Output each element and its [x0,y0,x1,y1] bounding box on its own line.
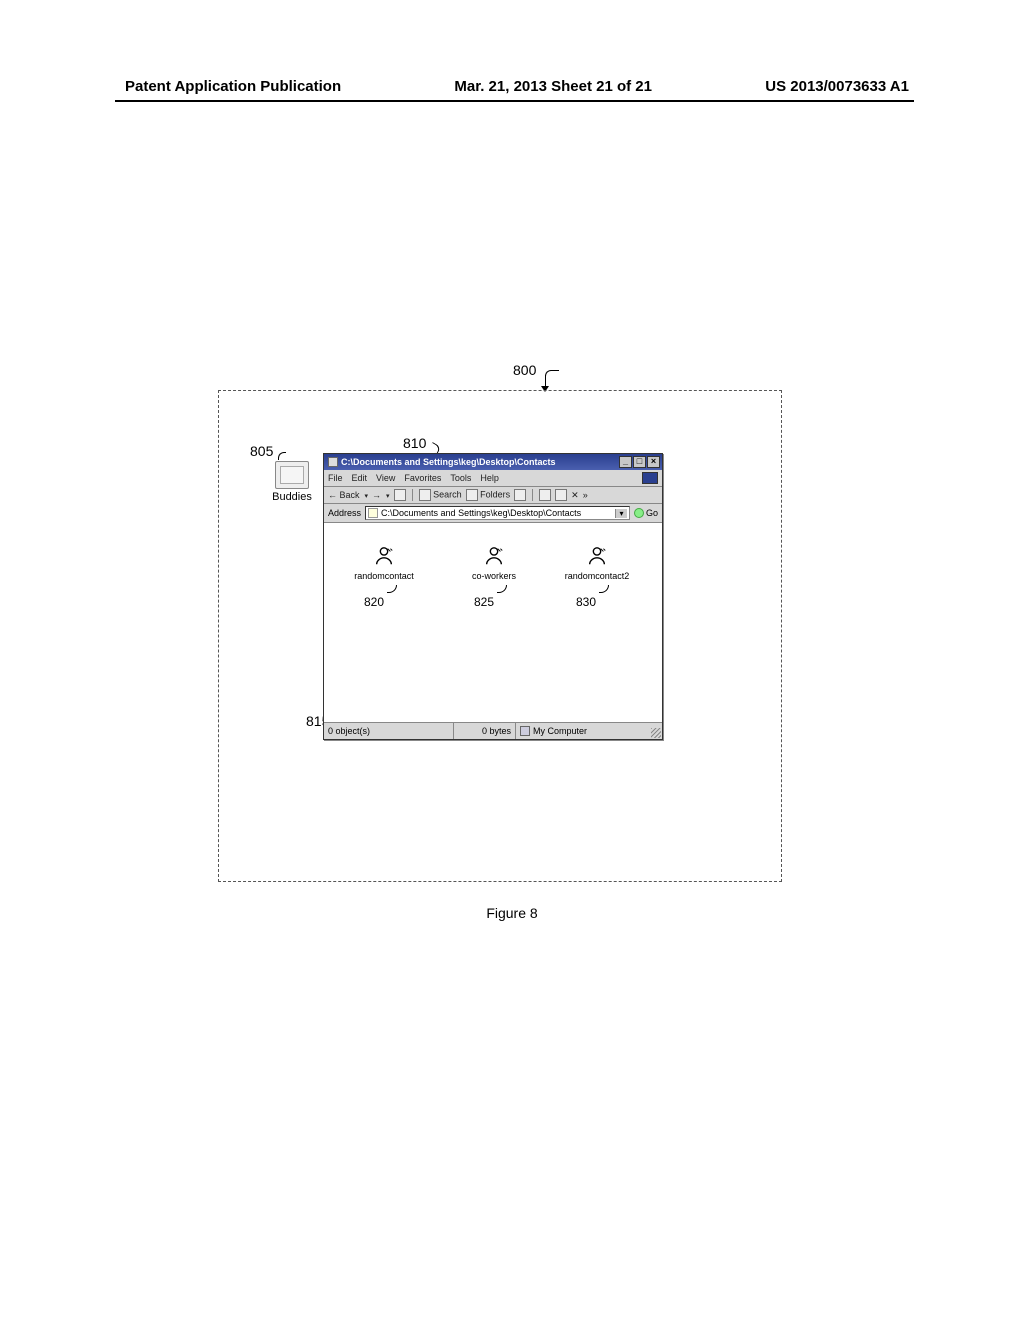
buddies-icon [275,461,309,489]
maximize-button[interactable]: □ [633,456,646,468]
contact-randomcontact2[interactable]: randomcontact2 [552,545,642,581]
content-area: randomcontact co-workers randomcontact2 … [324,523,662,723]
folder-icon [368,508,378,518]
resize-grip[interactable] [651,728,661,738]
menubar: File Edit View Favorites Tools Help [324,470,662,487]
folders-button[interactable]: Folders [466,489,511,501]
header-left: Patent Application Publication [125,78,341,95]
address-path: C:\Documents and Settings\keg\Desktop\Co… [381,508,615,518]
buddies-label: Buddies [267,491,317,503]
address-label: Address [328,508,361,518]
person-icon [586,545,608,567]
back-dropdown[interactable] [364,490,369,500]
menu-favorites[interactable]: Favorites [404,473,441,483]
callout-800: 800 [513,362,536,378]
menu-file[interactable]: File [328,473,343,483]
menu-tools[interactable]: Tools [450,473,471,483]
go-icon [634,508,644,518]
person-icon [373,545,395,567]
figure-caption: Figure 8 [0,905,1024,921]
close-button[interactable]: × [647,456,660,468]
titlebar[interactable]: C:\Documents and Settings\keg\Desktop\Co… [324,454,662,470]
throbber-icon [642,472,658,484]
page-header: Patent Application Publication Mar. 21, … [0,78,1024,95]
statusbar: 0 object(s) 0 bytes My Computer [324,723,662,739]
buddies-desktop-icon[interactable]: Buddies [267,461,317,503]
status-objects: 0 object(s) [324,723,454,739]
back-button[interactable]: ← Back [328,490,360,500]
forward-dropdown[interactable] [385,490,390,500]
go-button[interactable]: Go [634,508,658,518]
status-location: My Computer [533,726,587,736]
delete-button[interactable]: ✕ [571,490,579,501]
addressbar: Address C:\Documents and Settings\keg\De… [324,504,662,523]
contact-coworkers[interactable]: co-workers [449,545,539,581]
moveto-button[interactable] [539,489,551,501]
menu-view[interactable]: View [376,473,395,483]
callout-820: 820 [364,595,384,609]
callout-825: 825 [474,595,494,609]
callout-830: 830 [576,595,596,609]
up-button[interactable] [394,489,406,501]
minimize-button[interactable]: _ [619,456,632,468]
contact-randomcontact[interactable]: randomcontact [339,545,429,581]
toolbar: ← Back → Search Folders ✕ » [324,487,662,504]
contact-label: co-workers [449,571,539,581]
address-field[interactable]: C:\Documents and Settings\keg\Desktop\Co… [365,506,630,520]
header-right: US 2013/0073633 A1 [765,78,909,95]
search-button[interactable]: Search [419,489,462,501]
toolbar-overflow[interactable]: » [583,490,588,500]
menu-edit[interactable]: Edit [352,473,368,483]
header-divider [115,100,914,102]
status-bytes: 0 bytes [454,723,516,739]
menu-help[interactable]: Help [480,473,499,483]
window-title: C:\Documents and Settings\keg\Desktop\Co… [341,457,556,467]
desktop-area: Buddies C:\Documents and Settings\keg\De… [218,390,782,882]
computer-icon [520,726,530,736]
titlebar-icon [328,457,338,467]
forward-button[interactable]: → [372,490,381,500]
explorer-window: C:\Documents and Settings\keg\Desktop\Co… [323,453,663,740]
contact-label: randomcontact [339,571,429,581]
header-center: Mar. 21, 2013 Sheet 21 of 21 [454,78,652,95]
address-dropdown[interactable]: ▾ [615,509,627,518]
contact-label: randomcontact2 [552,571,642,581]
copyto-button[interactable] [555,489,567,501]
history-button[interactable] [514,489,526,501]
person-icon [483,545,505,567]
